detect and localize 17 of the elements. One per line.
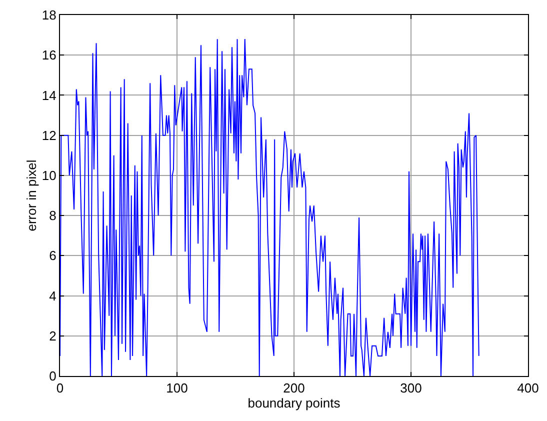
x-axis-title: boundary points bbox=[248, 396, 341, 411]
x-tick-label: 100 bbox=[166, 380, 188, 396]
y-tick-label: 2 bbox=[49, 328, 56, 344]
y-tick-label: 0 bbox=[49, 368, 56, 384]
y-tick-label: 8 bbox=[49, 208, 56, 224]
y-axis-title: error in pixel bbox=[24, 160, 39, 232]
y-tick-label: 6 bbox=[49, 248, 56, 264]
y-tick-label: 4 bbox=[49, 288, 56, 304]
y-tick-label: 10 bbox=[42, 168, 56, 183]
x-tick-label: 200 bbox=[283, 380, 305, 396]
x-tick-label: 400 bbox=[517, 380, 539, 396]
y-tick-label: 12 bbox=[42, 128, 56, 143]
x-tick-label: 300 bbox=[400, 380, 422, 396]
y-tick-label: 14 bbox=[42, 88, 56, 103]
line-series bbox=[60, 38, 480, 376]
y-tick-label: 16 bbox=[42, 48, 56, 63]
y-tick-label: 18 bbox=[42, 8, 56, 23]
